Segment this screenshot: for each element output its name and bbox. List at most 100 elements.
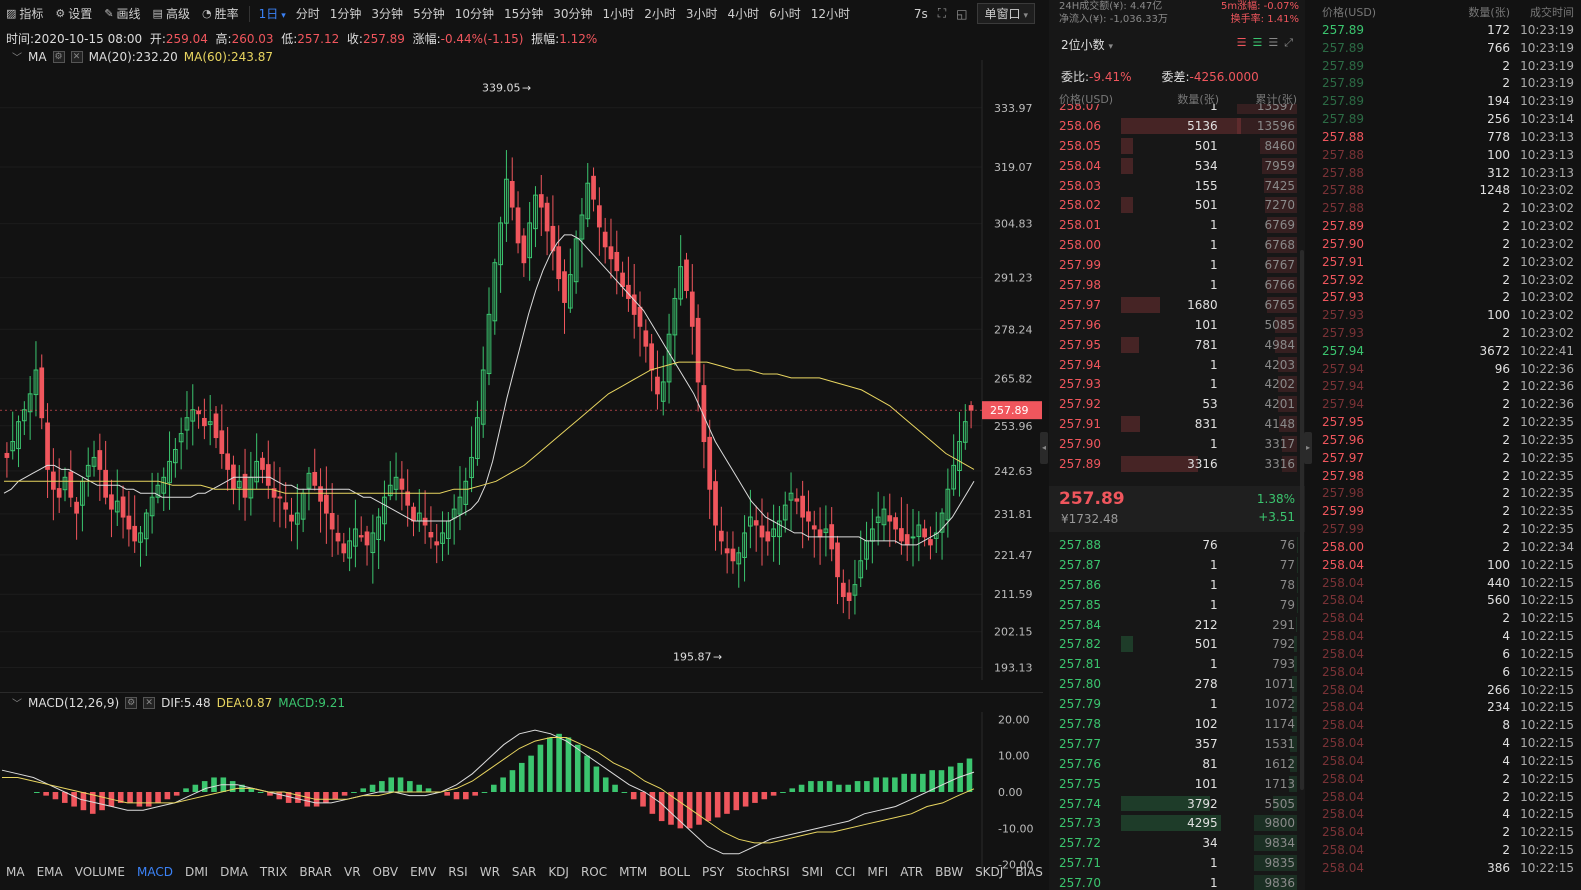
candle[interactable] (562, 259, 567, 334)
candle[interactable] (788, 472, 794, 531)
candle[interactable] (486, 287, 492, 386)
ask-row[interactable]: 257.96 101 5085 (1049, 315, 1305, 335)
ask-row[interactable]: 257.89 3316 3316 (1049, 454, 1305, 474)
candle[interactable] (591, 167, 596, 212)
candle[interactable] (504, 150, 509, 242)
candle[interactable] (910, 508, 916, 567)
candle[interactable] (178, 417, 184, 470)
candle[interactable] (97, 433, 103, 501)
candle[interactable] (724, 531, 730, 574)
candle[interactable] (893, 512, 898, 544)
orderbook-scrollbar[interactable] (1300, 250, 1304, 790)
view-both-icon[interactable]: ☰ (1236, 36, 1247, 49)
period-0[interactable]: 分时 (295, 7, 320, 21)
candle[interactable] (318, 468, 323, 533)
period-1[interactable]: 1分钟 (329, 7, 362, 21)
candle[interactable] (207, 394, 213, 446)
indicator-volume[interactable]: VOLUME (74, 865, 125, 879)
ask-row[interactable]: 257.90 1 3317 (1049, 434, 1305, 454)
candle[interactable] (213, 406, 219, 449)
candle[interactable] (39, 354, 45, 430)
candle[interactable] (225, 427, 230, 491)
candle[interactable] (684, 252, 689, 299)
bid-row[interactable]: 257.76 81 1612 (1049, 754, 1305, 774)
candle[interactable] (393, 452, 399, 501)
indicator-roc[interactable]: ROC (580, 865, 608, 879)
ask-row[interactable]: 258.06 5136 13596 (1049, 116, 1305, 136)
candle[interactable] (370, 514, 376, 584)
candle[interactable] (457, 466, 463, 531)
candle[interactable] (718, 506, 724, 555)
candle[interactable] (143, 509, 149, 557)
candle[interactable] (916, 511, 922, 562)
candle[interactable] (660, 355, 666, 416)
candle[interactable] (579, 198, 585, 268)
window-mode-select[interactable]: 单窗口 ▾ (977, 3, 1035, 24)
candle[interactable] (707, 419, 713, 519)
period-2[interactable]: 3分钟 (371, 7, 404, 21)
period-4[interactable]: 10分钟 (454, 7, 494, 21)
candle[interactable] (434, 524, 440, 564)
candle[interactable] (405, 469, 411, 527)
indicator-kdj[interactable]: KDJ (548, 865, 569, 879)
candle[interactable] (56, 458, 62, 513)
candle[interactable] (265, 440, 271, 499)
candle[interactable] (875, 491, 881, 546)
candle[interactable] (155, 472, 161, 504)
candle[interactable] (556, 225, 562, 292)
candle[interactable] (271, 461, 277, 522)
candle[interactable] (364, 525, 370, 566)
ask-row[interactable]: 257.93 1 4202 (1049, 374, 1305, 394)
candle[interactable] (440, 511, 445, 562)
candle[interactable] (614, 230, 620, 295)
candle[interactable] (765, 512, 771, 556)
ask-row[interactable]: 258.04 534 7959 (1049, 156, 1305, 176)
candle[interactable] (736, 546, 742, 588)
candle[interactable] (341, 532, 347, 563)
candle[interactable] (21, 401, 27, 436)
candle[interactable] (637, 291, 643, 357)
chart-area[interactable]: ▨ 指标 ⚙ 设置 ✎ 画线 ▤ 高级 ◔ 胜率 1日 ▾ 分时 1分钟 3分钟 5分钟 10分钟 15分钟 30分… (0, 0, 1043, 890)
indicator-atr[interactable]: ATR (900, 865, 924, 879)
candle[interactable] (219, 404, 225, 469)
candle[interactable] (509, 157, 515, 221)
candle[interactable] (416, 489, 422, 532)
bid-row[interactable]: 257.85 1 79 (1049, 595, 1305, 615)
ask-row[interactable]: 258.07 1 13597 (1049, 103, 1305, 116)
candle[interactable] (782, 491, 788, 533)
candle[interactable] (904, 503, 910, 562)
candle[interactable] (254, 433, 260, 489)
candle[interactable] (753, 505, 759, 552)
ma-settings-icon[interactable]: ⚙ (52, 50, 65, 63)
ask-row[interactable]: 258.01 1 6769 (1049, 215, 1305, 235)
candle[interactable] (422, 490, 428, 544)
period-3[interactable]: 5分钟 (413, 7, 445, 21)
bid-row[interactable]: 257.84 212 291 (1049, 615, 1305, 635)
candle[interactable] (172, 438, 178, 478)
candle[interactable] (91, 440, 97, 477)
candle[interactable] (852, 559, 858, 615)
candle[interactable] (161, 467, 167, 512)
candle[interactable] (759, 498, 765, 566)
tool-button-0[interactable]: ▨ 指标 (0, 0, 49, 27)
candle[interactable] (550, 195, 556, 271)
candle[interactable] (887, 493, 893, 547)
candle[interactable] (800, 480, 806, 549)
bid-row[interactable]: 257.80 278 1071 (1049, 674, 1305, 694)
candle[interactable] (10, 411, 16, 460)
candle[interactable] (283, 482, 289, 529)
candle[interactable] (695, 304, 701, 412)
ma-close-icon[interactable]: ✕ (70, 50, 83, 63)
indicator-mtm[interactable]: MTM (619, 865, 648, 879)
candle[interactable] (33, 341, 39, 417)
collapse-chevron-icon[interactable]: ﹀ (12, 53, 22, 64)
candle[interactable] (922, 519, 927, 547)
fullscreen-icon[interactable]: ⛶ (937, 6, 947, 20)
candle[interactable] (951, 434, 957, 496)
candle[interactable] (962, 404, 968, 450)
candle[interactable] (463, 467, 469, 516)
candle[interactable] (289, 497, 294, 542)
candle[interactable] (527, 201, 533, 281)
candle[interactable] (655, 350, 660, 410)
candle[interactable] (492, 258, 498, 335)
